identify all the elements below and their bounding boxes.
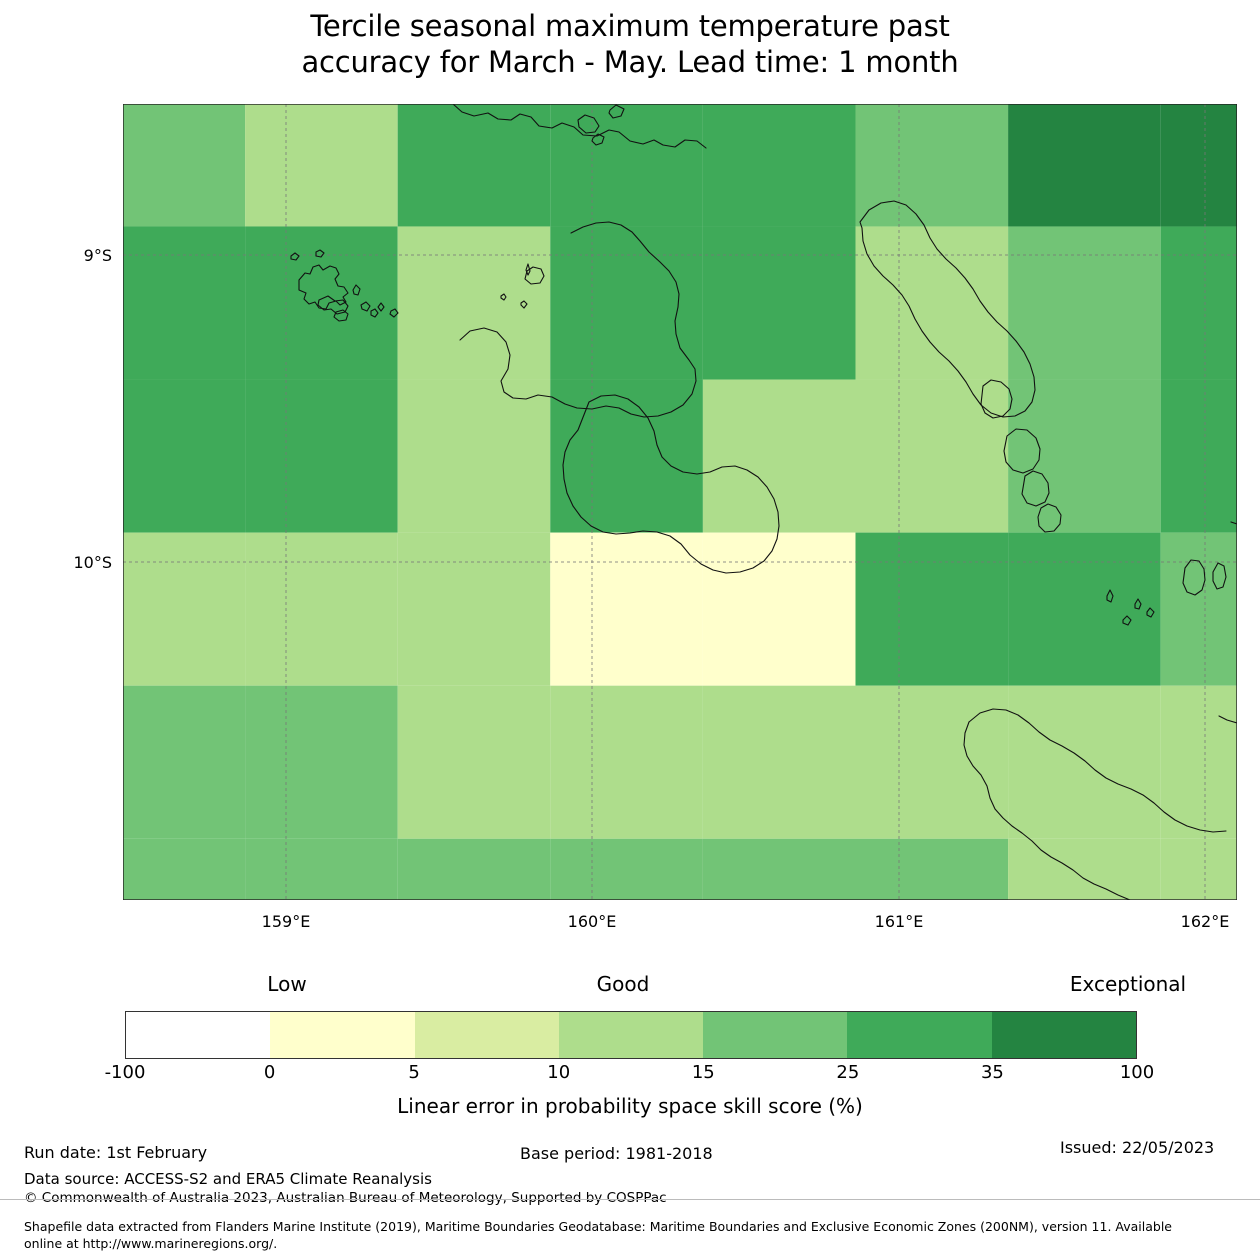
heatmap-cell — [123, 532, 246, 686]
heatmap-cell — [1160, 532, 1237, 686]
heatmap-cell — [397, 685, 551, 839]
heatmap-cell — [1160, 379, 1237, 533]
heatmap-cell — [1008, 838, 1161, 900]
heatmap-cell — [702, 226, 856, 380]
heatmap-cell — [550, 838, 703, 900]
heatmap-cell — [855, 104, 1009, 227]
y-tick-label: 9°S — [83, 246, 112, 265]
colorbar-tick-label: 100 — [1119, 1062, 1155, 1083]
map-plot-area — [123, 104, 1237, 900]
heatmap-cell — [397, 532, 551, 686]
base-period-text: Base period: 1981-2018 — [520, 1144, 713, 1163]
colorbar-tick-label: 0 — [263, 1062, 276, 1083]
colorbar-swatch[interactable] — [126, 1012, 271, 1058]
heatmap-cell — [702, 838, 856, 900]
heatmap-cell — [550, 532, 703, 686]
run-date-text: Run date: 1st February — [24, 1143, 208, 1162]
colorbar[interactable] — [125, 1011, 1137, 1059]
heatmap-cell — [702, 685, 856, 839]
colorbar-tick-label: 15 — [691, 1062, 715, 1083]
shapefile-attribution-text: Shapefile data extracted from Flanders M… — [24, 1219, 1172, 1251]
x-tick-label: 160°E — [567, 912, 617, 931]
colorbar-swatch[interactable] — [847, 1012, 992, 1058]
colorbar-tick-label: 35 — [980, 1062, 1004, 1083]
heatmap-cell — [245, 104, 398, 227]
heatmap-cell — [245, 379, 398, 533]
heatmap-cell — [123, 838, 246, 900]
data-source-text: Data source: ACCESS-S2 and ERA5 Climate … — [24, 1170, 432, 1188]
heatmap-cell — [245, 226, 398, 380]
y-tick-label: 10°S — [73, 553, 112, 572]
heatmap-cell — [397, 226, 551, 380]
colorbar-category-good: Good — [596, 972, 650, 996]
x-tick-label: 162°E — [1180, 912, 1230, 931]
heatmap-cell — [1008, 379, 1161, 533]
heatmap-cell — [855, 379, 1009, 533]
colorbar-tick-label: 5 — [408, 1062, 420, 1083]
colorbar-swatch[interactable] — [414, 1012, 559, 1058]
heatmap-cell — [123, 104, 246, 227]
issued-date-text: Issued: 22/05/2023 — [1060, 1138, 1215, 1157]
colorbar-swatch[interactable] — [270, 1012, 415, 1058]
colorbar-tick-label: 25 — [836, 1062, 860, 1083]
heatmap-svg — [123, 104, 1237, 900]
heatmap-cell — [1008, 532, 1161, 686]
page-title-line2: accuracy for March - May. Lead time: 1 m… — [301, 45, 959, 79]
colorbar-category-low: Low — [267, 972, 307, 996]
heatmap-cell — [702, 532, 856, 686]
heatmap-cell — [1008, 685, 1161, 839]
heatmap-cell — [702, 379, 856, 533]
heatmap-cell — [245, 532, 398, 686]
heatmap-cells — [123, 104, 1237, 900]
heatmap-cell — [855, 685, 1009, 839]
colorbar-category-exceptional: Exceptional — [1069, 972, 1187, 996]
x-tick-label: 161°E — [874, 912, 924, 931]
heatmap-cell — [550, 104, 703, 227]
colorbar-tick-label: 10 — [547, 1062, 571, 1083]
coastline-overlay — [290, 104, 1237, 900]
colorbar-swatch[interactable] — [558, 1012, 704, 1058]
heatmap-cell — [550, 685, 703, 839]
heatmap-cell — [245, 838, 398, 900]
heatmap-cell — [397, 379, 551, 533]
heatmap-cell — [1160, 226, 1237, 380]
heatmap-cell — [855, 532, 1009, 686]
page-title: Tercile seasonal maximum temperature pas… — [0, 8, 1260, 80]
heatmap-cell — [855, 838, 1009, 900]
colorbar-axis-label: Linear error in probability space skill … — [397, 1094, 863, 1118]
heatmap-cell — [123, 685, 246, 839]
heatmap-cell — [123, 379, 246, 533]
colorbar-swatches[interactable] — [125, 1011, 1137, 1059]
x-tick-label: 159°E — [261, 912, 311, 931]
footer-divider — [0, 1199, 1260, 1200]
copyright-text: © Commonwealth of Australia 2023, Austra… — [24, 1190, 667, 1206]
colorbar-swatch[interactable] — [991, 1012, 1136, 1058]
page-title-line1: Tercile seasonal maximum temperature pas… — [310, 9, 950, 43]
heatmap-cell — [397, 104, 551, 227]
heatmap-cell — [702, 104, 856, 227]
heatmap-cell — [550, 226, 703, 380]
heatmap-cell — [1008, 226, 1161, 380]
heatmap-cell — [123, 226, 246, 380]
heatmap-cell — [397, 838, 551, 900]
colorbar-tick-label: -100 — [104, 1062, 146, 1083]
heatmap-cell — [1160, 685, 1237, 839]
heatmap-cell — [550, 379, 703, 533]
heatmap-cell — [245, 685, 398, 839]
heatmap-cell — [855, 226, 1009, 380]
map-gridlines — [123, 104, 1237, 900]
colorbar-swatch[interactable] — [703, 1012, 848, 1058]
heatmap-cell — [1160, 104, 1237, 227]
heatmap-cell — [1008, 104, 1161, 227]
heatmap-cell — [1160, 838, 1237, 900]
